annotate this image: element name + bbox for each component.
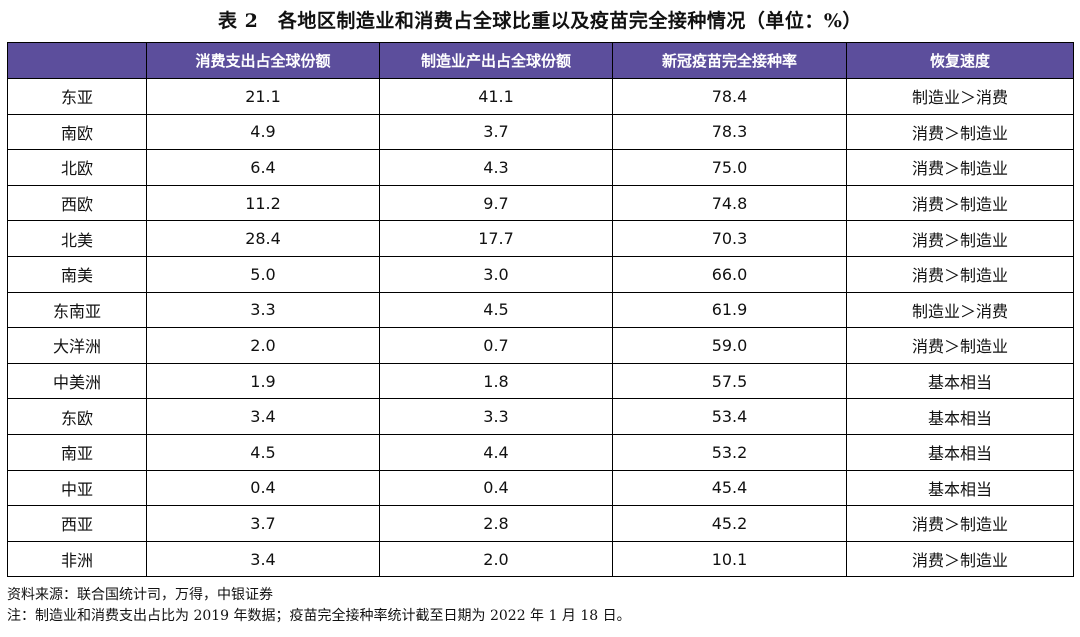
cell-recovery-speed: 基本相当 (846, 469, 1074, 507)
cell-region: 南欧 (7, 113, 147, 151)
cell-consumption-share: 11.2 (146, 184, 380, 222)
cell-region: 北美 (7, 220, 147, 257)
cell-region: 东亚 (7, 78, 147, 115)
cell-consumption-share: 5.0 (146, 255, 380, 293)
cell-recovery-speed: 基本相当 (846, 433, 1074, 471)
cell-vaccination-rate: 10.1 (612, 540, 847, 578)
cell-recovery-speed: 消费＞制造业 (846, 505, 1074, 542)
cell-recovery-speed: 消费＞制造业 (846, 327, 1074, 364)
cell-vaccination-rate: 70.3 (612, 220, 847, 257)
cell-consumption-share: 21.1 (146, 78, 380, 115)
cell-manufacturing-share: 3.7 (379, 113, 613, 151)
cell-manufacturing-share: 2.0 (379, 540, 613, 578)
cell-consumption-share: 0.4 (146, 469, 380, 507)
cell-manufacturing-share: 9.7 (379, 184, 613, 222)
cell-region: 南亚 (7, 433, 147, 471)
cell-recovery-speed: 基本相当 (846, 398, 1074, 435)
cell-recovery-speed: 消费＞制造业 (846, 149, 1074, 186)
table-row: 北美 28.4 17.7 70.3 消费＞制造业 (7, 220, 1074, 257)
cell-vaccination-rate: 45.4 (612, 469, 847, 507)
header-consumption-share: 消费支出占全球份额 (146, 42, 380, 79)
header-manufacturing-share: 制造业产出占全球份额 (379, 42, 613, 79)
cell-vaccination-rate: 61.9 (612, 291, 847, 329)
cell-region: 南美 (7, 255, 147, 293)
header-region (7, 42, 147, 79)
cell-consumption-share: 28.4 (146, 220, 380, 257)
cell-vaccination-rate: 57.5 (612, 362, 847, 400)
cell-consumption-share: 3.3 (146, 291, 380, 329)
cell-manufacturing-share: 4.3 (379, 149, 613, 186)
cell-recovery-speed: 消费＞制造业 (846, 540, 1074, 578)
cell-consumption-share: 3.4 (146, 540, 380, 578)
cell-vaccination-rate: 45.2 (612, 505, 847, 542)
table-row: 南欧 4.9 3.7 78.3 消费＞制造业 (7, 113, 1074, 151)
cell-vaccination-rate: 66.0 (612, 255, 847, 293)
table-row: 西亚 3.7 2.8 45.2 消费＞制造业 (7, 505, 1074, 542)
cell-manufacturing-share: 0.7 (379, 327, 613, 364)
header-recovery-speed: 恢复速度 (846, 42, 1074, 79)
data-table: 消费支出占全球份额 制造业产出占全球份额 新冠疫苗完全接种率 恢复速度 东亚 21… (7, 42, 1074, 578)
cell-manufacturing-share: 3.3 (379, 398, 613, 435)
cell-manufacturing-share: 2.8 (379, 505, 613, 542)
cell-region: 非洲 (7, 540, 147, 578)
cell-vaccination-rate: 59.0 (612, 327, 847, 364)
cell-region: 大洋洲 (7, 327, 147, 364)
cell-recovery-speed: 消费＞制造业 (846, 113, 1074, 151)
cell-vaccination-rate: 78.3 (612, 113, 847, 151)
cell-region: 东欧 (7, 398, 147, 435)
cell-recovery-speed: 制造业＞消费 (846, 291, 1074, 329)
source-note: 资料来源：联合国统计司，万得，中银证券 (7, 587, 273, 603)
table-row: 大洋洲 2.0 0.7 59.0 消费＞制造业 (7, 327, 1074, 364)
footnote: 注：制造业和消费支出占比为 2019 年数据；疫苗完全接种率统计截至日期为 20… (7, 608, 631, 624)
cell-manufacturing-share: 0.4 (379, 469, 613, 507)
cell-vaccination-rate: 75.0 (612, 149, 847, 186)
cell-region: 中美洲 (7, 362, 147, 400)
cell-recovery-speed: 消费＞制造业 (846, 220, 1074, 257)
table-row: 南亚 4.5 4.4 53.2 基本相当 (7, 433, 1074, 471)
cell-manufacturing-share: 4.4 (379, 433, 613, 471)
cell-manufacturing-share: 3.0 (379, 255, 613, 293)
table-row: 北欧 6.4 4.3 75.0 消费＞制造业 (7, 149, 1074, 186)
table-body: 东亚 21.1 41.1 78.4 制造业＞消费 南欧 4.9 3.7 78.3 消费＞制造业 北欧… (7, 78, 1074, 578)
cell-region: 东南亚 (7, 291, 147, 329)
cell-recovery-speed: 消费＞制造业 (846, 255, 1074, 293)
table-row: 非洲 3.4 2.0 10.1 消费＞制造业 (7, 540, 1074, 578)
cell-manufacturing-share: 4.5 (379, 291, 613, 329)
cell-consumption-share: 3.7 (146, 505, 380, 542)
table-title: 表 2 各地区制造业和消费占全球比重以及疫苗完全接种情况（单位：%） (218, 10, 862, 32)
cell-consumption-share: 4.5 (146, 433, 380, 471)
cell-region: 西亚 (7, 505, 147, 542)
table-row: 南美 5.0 3.0 66.0 消费＞制造业 (7, 255, 1074, 293)
cell-recovery-speed: 消费＞制造业 (846, 184, 1074, 222)
cell-consumption-share: 2.0 (146, 327, 380, 364)
cell-consumption-share: 3.4 (146, 398, 380, 435)
cell-vaccination-rate: 53.2 (612, 433, 847, 471)
table-header-row: 消费支出占全球份额 制造业产出占全球份额 新冠疫苗完全接种率 恢复速度 (7, 42, 1074, 79)
table-row: 东亚 21.1 41.1 78.4 制造业＞消费 (7, 78, 1074, 115)
table-row: 中美洲 1.9 1.8 57.5 基本相当 (7, 362, 1074, 400)
cell-recovery-speed: 基本相当 (846, 362, 1074, 400)
cell-vaccination-rate: 53.4 (612, 398, 847, 435)
cell-recovery-speed: 制造业＞消费 (846, 78, 1074, 115)
table-row: 东欧 3.4 3.3 53.4 基本相当 (7, 398, 1074, 435)
cell-consumption-share: 6.4 (146, 149, 380, 186)
cell-region: 中亚 (7, 469, 147, 507)
table-row: 中亚 0.4 0.4 45.4 基本相当 (7, 469, 1074, 507)
cell-manufacturing-share: 41.1 (379, 78, 613, 115)
cell-region: 北欧 (7, 149, 147, 186)
header-vaccination-rate: 新冠疫苗完全接种率 (612, 42, 847, 79)
cell-manufacturing-share: 17.7 (379, 220, 613, 257)
cell-consumption-share: 4.9 (146, 113, 380, 151)
notes: 资料来源：联合国统计司，万得，中银证券 注：制造业和消费支出占比为 2019 年… (7, 585, 1073, 627)
cell-manufacturing-share: 1.8 (379, 362, 613, 400)
cell-region: 西欧 (7, 184, 147, 222)
cell-vaccination-rate: 74.8 (612, 184, 847, 222)
table-row: 西欧 11.2 9.7 74.8 消费＞制造业 (7, 184, 1074, 222)
cell-vaccination-rate: 78.4 (612, 78, 847, 115)
cell-consumption-share: 1.9 (146, 362, 380, 400)
table-row: 东南亚 3.3 4.5 61.9 制造业＞消费 (7, 291, 1074, 329)
